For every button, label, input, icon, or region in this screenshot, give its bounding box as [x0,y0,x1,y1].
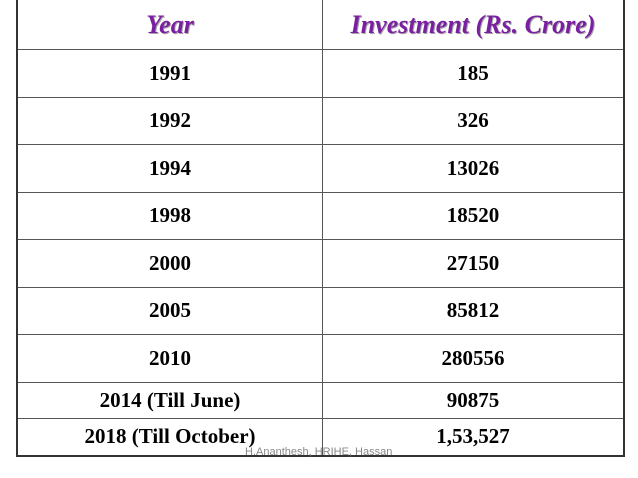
table-row: 2018 (Till October) 1,53,527 [18,418,623,455]
investment-cell: 280556 [441,345,505,370]
year-cell: 1998 [18,192,323,239]
year-cell: 1992 [18,97,323,144]
table-row: 1998 18520 [18,192,623,240]
table-row: 1992 326 [18,97,623,145]
table-row: 1994 13026 [18,145,623,193]
table-row: 2000 27150 [18,240,623,288]
table-row: 2010 280556 [18,335,623,383]
table-row: 1991 185 [18,50,623,98]
table-row: 2014 (Till June) 90875 [18,382,623,419]
investment-cell: 13026 [446,155,500,180]
table-header-row: Year Investment (Rs. Crore) [18,0,623,50]
header-investment: Investment (Rs. Crore) [350,9,596,39]
table-row: 2005 85812 [18,287,623,335]
investment-cell: 27150 [446,250,500,275]
year-cell: 2010 [18,335,323,382]
year-cell: 2018 (Till October) [18,418,323,455]
year-cell: 2000 [18,240,323,287]
investment-cell: 90875 [446,387,500,412]
investment-cell: 326 [457,108,489,133]
investment-cell: 1,53,527 [436,424,510,448]
investment-cell: 18520 [446,203,500,228]
header-year: Year [18,0,323,49]
investment-cell: 85812 [446,298,500,323]
investment-cell: 185 [457,60,489,85]
year-cell: 2014 (Till June) [18,382,323,418]
investment-table: Year Investment (Rs. Crore) 1991 185 199… [16,0,625,457]
year-cell: 1994 [18,145,323,192]
year-cell: 1991 [18,50,323,97]
slide-footer: H.Ananthesh, HRIHE, Hassan [245,446,393,458]
year-cell: 2005 [18,287,323,334]
